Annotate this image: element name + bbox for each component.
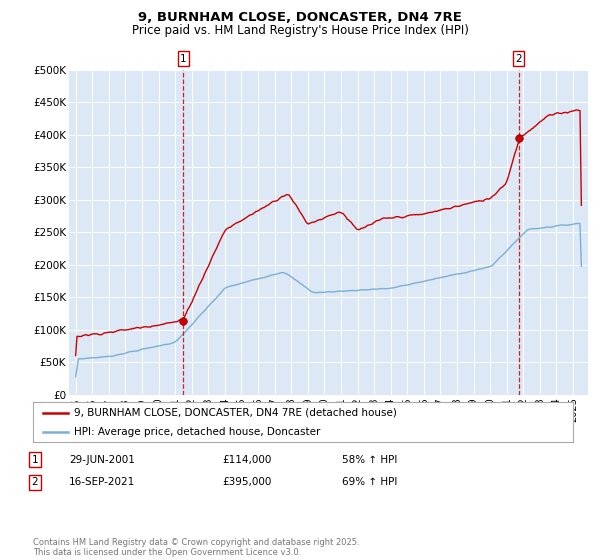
Text: 1: 1 [31,455,38,465]
Text: Contains HM Land Registry data © Crown copyright and database right 2025.
This d: Contains HM Land Registry data © Crown c… [33,538,359,557]
Text: 1: 1 [180,54,187,63]
Text: 9, BURNHAM CLOSE, DONCASTER, DN4 7RE: 9, BURNHAM CLOSE, DONCASTER, DN4 7RE [138,11,462,24]
Text: 2: 2 [31,477,38,487]
Text: £395,000: £395,000 [222,477,271,487]
Text: 29-JUN-2001: 29-JUN-2001 [69,455,135,465]
Text: HPI: Average price, detached house, Doncaster: HPI: Average price, detached house, Donc… [74,427,320,436]
Text: 69% ↑ HPI: 69% ↑ HPI [342,477,397,487]
Text: £114,000: £114,000 [222,455,271,465]
Text: 58% ↑ HPI: 58% ↑ HPI [342,455,397,465]
Text: Price paid vs. HM Land Registry's House Price Index (HPI): Price paid vs. HM Land Registry's House … [131,24,469,36]
Text: 16-SEP-2021: 16-SEP-2021 [69,477,135,487]
Text: 2: 2 [515,54,522,63]
Text: 9, BURNHAM CLOSE, DONCASTER, DN4 7RE (detached house): 9, BURNHAM CLOSE, DONCASTER, DN4 7RE (de… [74,408,397,418]
